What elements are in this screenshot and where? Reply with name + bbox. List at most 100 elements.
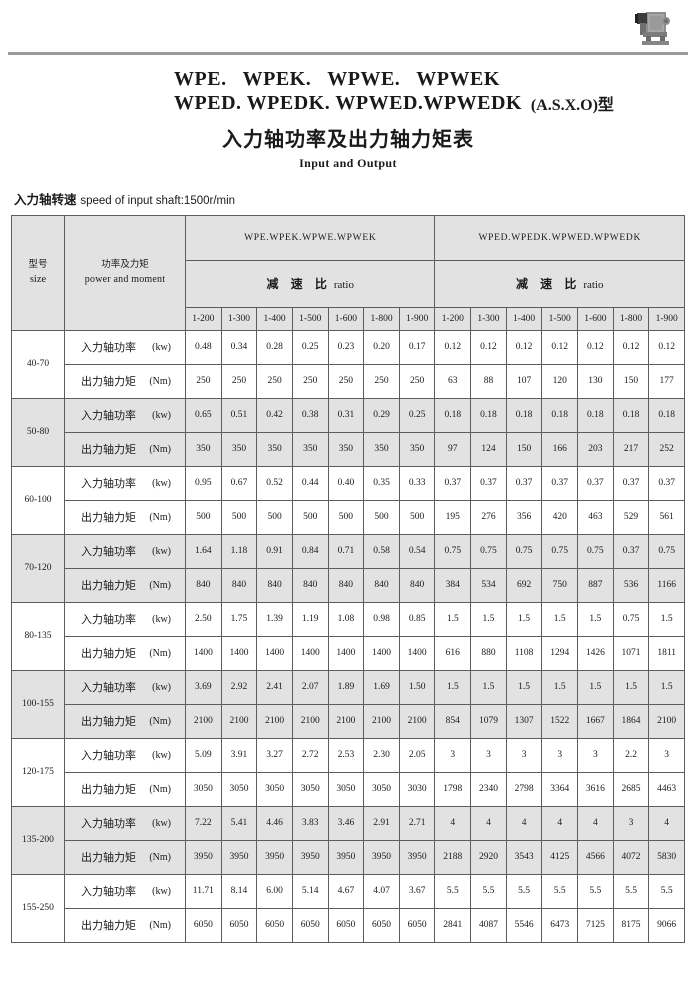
power-value-cell: 0.75 — [505, 533, 543, 569]
power-value-cell: 0.75 — [612, 601, 650, 637]
torque-value-cell: 463 — [577, 499, 614, 535]
row-label-unit: (Nm) — [149, 715, 171, 727]
power-value-cell: 0.44 — [291, 465, 329, 501]
torque-value-cell: 150 — [505, 431, 543, 467]
spec-table: 型号 size 功率及力矩 power and moment WPE.WPEK.… — [11, 214, 685, 943]
row-label-unit: (Nm) — [149, 375, 171, 387]
torque-value-cell: 3950 — [327, 839, 365, 875]
power-value-cell: 2.05 — [398, 737, 436, 773]
power-value-cell: 8.14 — [220, 873, 258, 909]
torque-value-cell: 3950 — [256, 839, 293, 875]
row-label-unit: (kw) — [152, 817, 171, 829]
header-row-1: 型号 size 功率及力矩 power and moment WPE.WPEK.… — [11, 214, 685, 331]
torque-value-cell: 2188 — [434, 839, 472, 875]
torque-value-cell: 500 — [185, 499, 222, 535]
ratio-tick-right-2: 1-400 — [505, 306, 543, 331]
torque-value-cell: 1108 — [505, 635, 543, 671]
torque-value-cell: 350 — [185, 431, 222, 467]
table-row: 135-200 入力轴功率 (kw) 7.22 5.41 4.46 3.83 3.46 2.91… — [11, 805, 685, 875]
power-value-cell: 4 — [434, 805, 472, 841]
row-label-input-power: 入力轴功率 (kw) — [64, 805, 186, 841]
row-label-unit: (kw) — [152, 545, 171, 557]
power-value-cell: 3.67 — [398, 873, 436, 909]
ratio-tick-right-1: 1-300 — [470, 306, 507, 331]
table-row: 50-80 入力轴功率 (kw) 0.65 0.51 0.42 0.38 0.31 0.29 0.… — [11, 397, 685, 467]
input-speed-label-cn: 入力轴转速 — [14, 191, 77, 207]
size-cell-135-200: 135-200 — [11, 805, 65, 875]
torque-value-cell: 1400 — [256, 635, 293, 671]
header-divider — [8, 52, 688, 55]
group-header-right: WPED.WPEDK.WPWED.WPWEDK — [434, 214, 685, 261]
title-block: WPE. WPEK. WPWE. WPWEK WPED. WPEDK. WPWED.W… — [0, 55, 696, 171]
power-value-cell: 3.27 — [256, 737, 293, 773]
torque-value-cell: 1166 — [648, 567, 685, 603]
power-value-cell: 2.50 — [185, 601, 222, 637]
power-value-cell: 0.40 — [327, 465, 365, 501]
torque-value-cell: 88 — [470, 363, 507, 399]
torque-value-cell: 3950 — [185, 839, 222, 875]
row-label-unit: (kw) — [152, 477, 171, 489]
power-value-cell: 0.18 — [541, 397, 579, 433]
power-value-cell: 5.5 — [505, 873, 543, 909]
torque-value-cell: 350 — [327, 431, 365, 467]
torque-value-cell: 529 — [612, 499, 650, 535]
torque-value-cell: 1400 — [398, 635, 436, 671]
ratio-label-cn-left: 减 速 比 — [266, 277, 331, 292]
power-value-cell: 2.30 — [363, 737, 400, 773]
power-value-cell: 0.37 — [648, 465, 685, 501]
group-header-left: WPE.WPEK.WPWE.WPWEK — [184, 214, 436, 261]
torque-value-cell: 880 — [470, 635, 507, 671]
torque-value-cell: 500 — [327, 499, 365, 535]
power-value-cell: 0.18 — [577, 397, 614, 433]
row-label-cn: 入力轴功率 — [81, 681, 136, 695]
table-row: 出力轴力矩 (Nm) 250 250 250 250 250 250 250 63 88 107 120… — [12, 363, 685, 399]
torque-value-cell: 1079 — [470, 703, 507, 739]
torque-value-cell: 356 — [505, 499, 543, 535]
table-row: 60-100 入力轴功率 (kw) 0.95 0.67 0.52 0.44 0.40 0.35 0… — [11, 465, 685, 535]
power-value-cell: 7.22 — [185, 805, 222, 841]
ratio-tick-right-3: 1-500 — [541, 306, 579, 331]
power-value-cell: 3 — [577, 737, 614, 773]
row-label-cn: 入力轴功率 — [81, 477, 136, 491]
row-label-unit: (kw) — [152, 885, 171, 897]
power-value-cell: 2.41 — [256, 669, 293, 705]
torque-value-cell: 840 — [256, 567, 293, 603]
power-value-cell: 0.23 — [327, 329, 365, 365]
power-value-cell: 3 — [541, 737, 579, 773]
torque-value-cell: 561 — [648, 499, 685, 535]
power-value-cell: 0.28 — [256, 329, 293, 365]
power-value-cell: 1.5 — [505, 601, 543, 637]
table-row: 80-135 入力轴功率 (kw) 2.50 1.75 1.39 1.19 1.08 0.98 0… — [11, 601, 685, 671]
power-value-cell: 0.12 — [541, 329, 579, 365]
power-value-cell: 0.37 — [612, 465, 650, 501]
row-label-unit: (kw) — [152, 681, 171, 693]
power-value-cell: 4.46 — [256, 805, 293, 841]
column-header-power-moment: 功率及力矩 power and moment — [64, 214, 186, 331]
torque-value-cell: 2841 — [434, 907, 472, 943]
torque-value-cell: 2100 — [291, 703, 329, 739]
torque-value-cell: 2100 — [363, 703, 400, 739]
row-label-unit: (kw) — [152, 341, 171, 353]
power-value-cell: 0.12 — [577, 329, 614, 365]
power-value-cell: 0.29 — [363, 397, 400, 433]
power-value-cell: 0.33 — [398, 465, 436, 501]
power-value-cell: 0.25 — [291, 329, 329, 365]
power-value-cell: 3 — [648, 737, 685, 773]
model-codes-line-1: WPE. WPEK. WPWE. WPWEK — [174, 67, 522, 91]
page-title-en: Input and Output — [299, 155, 397, 170]
power-value-cell: 0.37 — [541, 465, 579, 501]
torque-value-cell: 177 — [648, 363, 685, 399]
ratio-tick-right-4: 1-600 — [577, 306, 614, 331]
row-label-unit: (Nm) — [149, 851, 171, 863]
column-header-size-cn: 型号 — [28, 259, 48, 270]
torque-value-cell: 8175 — [612, 907, 650, 943]
power-value-cell: 5.14 — [291, 873, 329, 909]
row-label-output-torque: 出力轴力矩 (Nm) — [64, 907, 186, 943]
power-value-cell: 5.41 — [220, 805, 258, 841]
torque-value-cell: 4566 — [577, 839, 614, 875]
torque-value-cell: 840 — [220, 567, 258, 603]
torque-value-cell: 1864 — [612, 703, 650, 739]
size-cell-60-100: 60-100 — [11, 465, 65, 535]
torque-value-cell: 250 — [220, 363, 258, 399]
power-value-cell: 1.5 — [434, 669, 472, 705]
